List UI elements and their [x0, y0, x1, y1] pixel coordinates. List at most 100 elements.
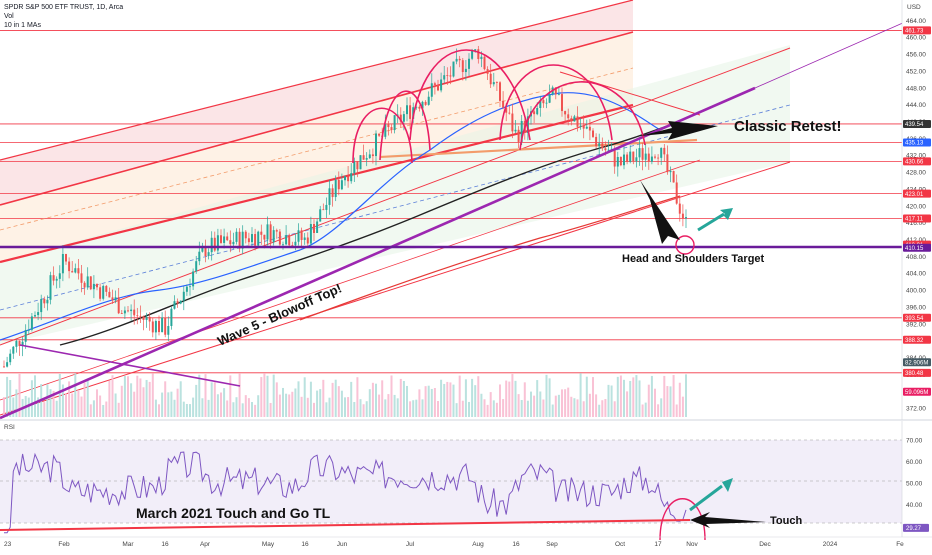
candle-body	[3, 366, 5, 368]
volume-bar	[598, 404, 601, 417]
time-tick-label: Jun	[337, 541, 348, 548]
volume-bar	[582, 401, 585, 417]
price-tag-bg	[903, 189, 931, 198]
candle-body	[629, 151, 632, 162]
volume-bar	[350, 381, 353, 417]
price-tag-bg	[903, 335, 931, 344]
volume-bar	[644, 402, 647, 417]
candle-body	[170, 308, 173, 326]
candle-body	[92, 283, 95, 290]
volume-bar	[440, 379, 443, 417]
candle-body	[371, 154, 374, 157]
volume-bar	[278, 394, 281, 417]
candle-body	[300, 230, 303, 240]
volume-bar	[189, 404, 191, 417]
volume-bar	[244, 395, 247, 417]
price-tick-label: 404.00	[906, 271, 926, 278]
volume-bar	[443, 383, 446, 417]
candle-body	[167, 325, 170, 335]
volume-bar	[74, 373, 77, 417]
candle-body	[471, 50, 474, 59]
ma-red	[299, 195, 681, 321]
volume-bar	[402, 380, 405, 417]
candle-body	[247, 238, 250, 243]
candle-body	[210, 237, 213, 253]
candle-body	[554, 87, 557, 95]
rsi-tick-label: 60.00	[906, 459, 923, 466]
volume-bar	[567, 387, 570, 417]
volume-bar	[452, 384, 455, 417]
candle-body	[136, 315, 139, 317]
time-tick-label: Aug	[472, 541, 484, 548]
volume-bar	[495, 402, 498, 417]
volume-bar	[173, 399, 176, 417]
candle-body	[464, 68, 467, 73]
candle-body	[626, 154, 629, 162]
volume-bar	[195, 384, 198, 417]
volume-bar	[685, 374, 687, 417]
volume-bar	[657, 404, 660, 417]
candle-body	[173, 301, 176, 309]
candle-body	[545, 102, 548, 104]
candle-body	[483, 56, 486, 70]
candle-body	[275, 230, 278, 232]
candle-body	[164, 317, 167, 335]
volume-bar	[294, 388, 297, 417]
candle-body	[337, 179, 340, 190]
candle-body	[139, 315, 142, 317]
volume-bar	[344, 397, 346, 417]
volume-bar	[247, 398, 250, 417]
candle-body	[40, 298, 43, 313]
volume-bar	[161, 392, 164, 417]
candle-body	[681, 213, 684, 219]
volume-bar	[254, 404, 257, 417]
candle-body	[303, 237, 306, 240]
candle-body	[672, 171, 675, 183]
volume-bar	[226, 400, 229, 417]
ma-blue	[0, 92, 661, 341]
price-axis[interactable]: 372.00376.00380.00384.00388.00392.00396.…	[901, 0, 932, 420]
candle-body	[362, 155, 365, 160]
candle-body	[254, 234, 257, 246]
price-tick-label: 452.00	[906, 68, 926, 75]
price-tags: 461.73 439.54 435.13 430.66 423.01 417.11 410.…	[903, 26, 931, 396]
time-tick-label: Oct	[615, 541, 625, 548]
candle-body	[585, 126, 588, 129]
time-axis[interactable]: 23 Feb Mar 16 Apr May 16 Jun Jul Aug 16 Sep Oct 17 Nov…	[4, 541, 904, 548]
volume-bar	[616, 376, 619, 417]
candle-body	[133, 309, 136, 316]
candle-body	[536, 107, 539, 115]
candle-body	[34, 315, 36, 317]
volume-bar	[672, 375, 675, 417]
volume-bar	[464, 379, 467, 417]
candle-body	[71, 271, 74, 273]
volume-bar	[570, 396, 573, 417]
candle-body	[644, 153, 647, 160]
volume-bar	[502, 399, 505, 417]
candle-body	[427, 96, 430, 105]
volume-bar	[164, 381, 167, 417]
price-tag-bg	[903, 368, 931, 377]
candle-body	[402, 114, 405, 122]
rsi-label: RSI	[4, 424, 15, 431]
candle-body	[666, 154, 669, 173]
time-tick-label: Nov	[686, 541, 698, 548]
candle-body	[195, 261, 198, 272]
volume-bar	[148, 381, 151, 417]
price-tick-label: 396.00	[906, 304, 926, 311]
candle-body	[15, 341, 18, 347]
candle-body	[123, 310, 126, 314]
volume-bar	[424, 386, 427, 417]
candle-body	[511, 113, 514, 132]
volume-bar	[514, 380, 517, 417]
volume-bar	[418, 389, 421, 417]
volume-bar	[263, 373, 266, 417]
candle-body	[291, 245, 294, 247]
volume-bar	[275, 382, 278, 417]
wave5-trendline	[0, 86, 756, 420]
price-tick-label: 416.00	[906, 220, 926, 227]
price-tag-bg	[903, 26, 931, 35]
volume-bar	[139, 378, 142, 417]
